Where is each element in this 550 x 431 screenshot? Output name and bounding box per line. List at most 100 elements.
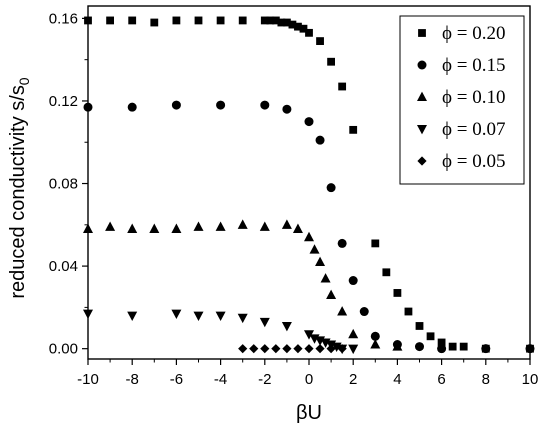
data-point bbox=[305, 28, 313, 37]
x-tick-label: -6 bbox=[170, 371, 183, 388]
x-tick-label: -2 bbox=[258, 371, 271, 388]
x-axis-ticks: -10 -8 -6 -4 -2 0 2 4 6 8 10 bbox=[77, 359, 538, 388]
legend-label: ϕ = 0.07 bbox=[442, 119, 505, 140]
data-point bbox=[127, 102, 137, 112]
y-axis-title: reduced conductivity s/s0 bbox=[7, 77, 32, 298]
legend-marker-circle bbox=[417, 60, 427, 70]
legend-marker-diamond bbox=[417, 156, 427, 166]
data-point bbox=[193, 221, 204, 231]
data-point bbox=[326, 183, 336, 193]
data-point bbox=[348, 276, 358, 286]
data-series bbox=[83, 16, 535, 355]
series-triangle-down bbox=[83, 309, 359, 355]
y-axis-title-main: reduced conductivity s/s bbox=[7, 85, 29, 298]
data-point bbox=[327, 57, 335, 66]
data-point bbox=[382, 268, 391, 277]
data-point bbox=[437, 338, 446, 347]
x-tick-label: 10 bbox=[522, 371, 539, 388]
data-point bbox=[281, 219, 292, 229]
x-tick-label: -4 bbox=[214, 371, 227, 388]
data-point bbox=[106, 16, 114, 25]
data-point bbox=[349, 125, 358, 134]
data-point bbox=[277, 18, 286, 27]
data-point bbox=[271, 344, 281, 354]
data-point bbox=[299, 24, 308, 33]
series-circle bbox=[83, 100, 535, 354]
data-point bbox=[404, 307, 413, 316]
data-point bbox=[448, 342, 457, 351]
data-point bbox=[249, 344, 259, 354]
data-point bbox=[260, 16, 269, 25]
x-tick-label: 0 bbox=[305, 371, 313, 388]
data-point bbox=[127, 311, 138, 322]
data-point bbox=[215, 311, 226, 322]
data-point bbox=[283, 18, 291, 27]
data-point bbox=[193, 311, 204, 322]
data-point bbox=[304, 330, 314, 340]
data-point bbox=[393, 289, 402, 297]
data-point bbox=[309, 244, 320, 254]
y-tick-label: 0.12 bbox=[49, 93, 78, 110]
data-point bbox=[282, 104, 292, 114]
data-point bbox=[370, 339, 381, 349]
data-point bbox=[281, 321, 292, 332]
data-point bbox=[337, 344, 347, 354]
legend-marker-triangle-up bbox=[417, 91, 427, 101]
data-point bbox=[525, 344, 535, 354]
data-point bbox=[216, 16, 225, 25]
data-point bbox=[370, 331, 380, 341]
data-point bbox=[326, 289, 337, 300]
x-tick-label: 6 bbox=[437, 371, 445, 388]
data-point bbox=[282, 344, 292, 354]
data-point bbox=[266, 16, 275, 25]
data-point bbox=[392, 341, 403, 351]
data-point bbox=[288, 20, 297, 29]
data-point bbox=[259, 317, 270, 328]
legend: ϕ = 0.20 ϕ = 0.15 ϕ = 0.10 ϕ = 0.07 ϕ = 0.05 bbox=[399, 15, 525, 185]
x-tick-label: 4 bbox=[393, 371, 401, 388]
x-tick-label: 2 bbox=[349, 371, 357, 388]
data-point bbox=[171, 223, 182, 233]
data-point bbox=[359, 307, 369, 317]
legend-label: ϕ = 0.20 bbox=[442, 23, 505, 44]
data-point bbox=[83, 102, 93, 112]
data-point bbox=[371, 239, 380, 248]
data-point bbox=[172, 16, 181, 25]
data-point bbox=[238, 16, 247, 25]
data-point bbox=[304, 231, 314, 242]
x-tick-label: -8 bbox=[126, 371, 139, 388]
data-point bbox=[150, 18, 159, 27]
data-point bbox=[338, 82, 347, 91]
data-point bbox=[105, 221, 116, 231]
series-triangle-up bbox=[83, 219, 403, 351]
data-point bbox=[337, 238, 347, 248]
data-point bbox=[315, 344, 325, 354]
legend-label: ϕ = 0.15 bbox=[442, 55, 505, 76]
data-point bbox=[316, 37, 324, 45]
legend-marker-square bbox=[418, 29, 426, 37]
data-point bbox=[481, 344, 491, 354]
y-tick-label: 0.00 bbox=[49, 341, 78, 358]
data-point bbox=[215, 221, 226, 231]
data-point bbox=[415, 322, 424, 330]
data-point bbox=[237, 313, 248, 324]
data-point bbox=[171, 100, 181, 110]
data-point bbox=[292, 223, 303, 233]
data-point bbox=[459, 342, 468, 351]
data-point bbox=[271, 16, 280, 25]
x-tick-label: -10 bbox=[77, 371, 99, 388]
series-diamond bbox=[238, 344, 347, 354]
data-point bbox=[293, 344, 303, 354]
data-point bbox=[237, 219, 248, 229]
data-point bbox=[194, 16, 203, 25]
legend-label: ϕ = 0.05 bbox=[442, 151, 505, 172]
data-point bbox=[238, 344, 248, 354]
y-axis-ticks: 0.00 0.04 0.08 0.12 0.16 bbox=[49, 10, 88, 358]
data-point bbox=[127, 223, 138, 233]
data-point bbox=[348, 344, 359, 355]
data-point bbox=[437, 344, 447, 354]
data-point bbox=[294, 22, 302, 31]
x-tick-label: 8 bbox=[482, 371, 490, 388]
data-point bbox=[83, 309, 93, 319]
